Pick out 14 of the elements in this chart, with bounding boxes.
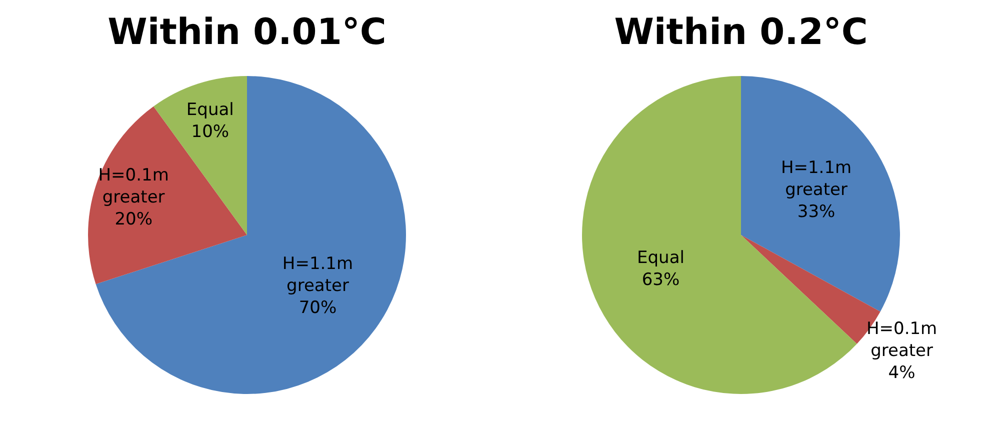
slice-label: Equal [637, 248, 684, 268]
chart-title: Within 0.2°C [613, 11, 869, 55]
chart-title: Within 0.01°C [106, 11, 388, 55]
slice-label: H=0.1m greater [98, 166, 169, 208]
data-label: 4% [888, 363, 916, 384]
slice-label: H=1.1m greater [780, 158, 852, 200]
data-label: 63% [642, 270, 680, 290]
slice-label: Equal [186, 100, 234, 120]
data-label: 20% [114, 210, 152, 230]
slice-label: H=0.1m greater [866, 319, 938, 362]
data-label: 70% [298, 298, 337, 318]
data-label: 33% [797, 202, 836, 222]
data-label: 10% [191, 122, 230, 142]
slice-label: H=1.1m greater [282, 254, 354, 296]
